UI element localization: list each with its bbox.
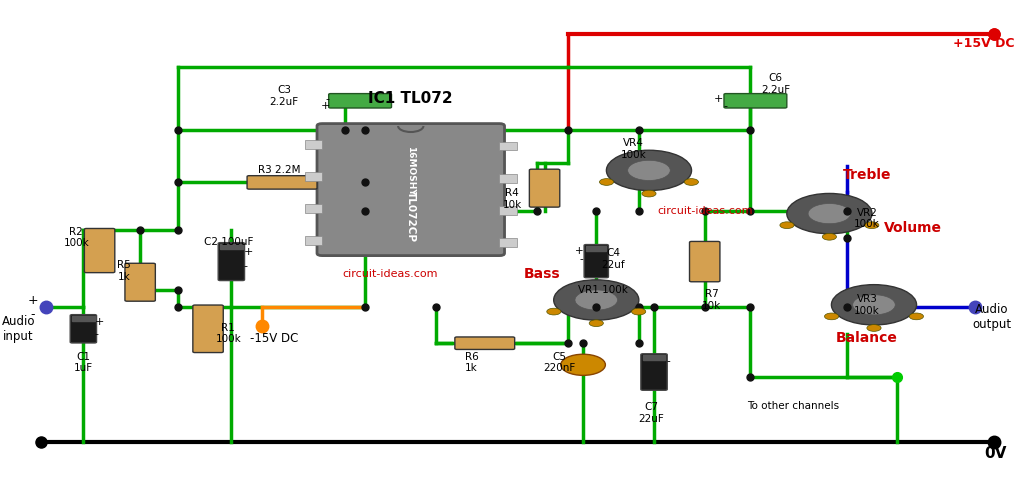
Circle shape — [632, 308, 646, 315]
Bar — [73, 316, 94, 322]
Circle shape — [864, 222, 879, 228]
Text: Treble: Treble — [843, 168, 891, 182]
Text: IC1 TL072: IC1 TL072 — [369, 91, 453, 106]
Text: Balance: Balance — [836, 331, 898, 346]
FancyBboxPatch shape — [724, 94, 786, 108]
Circle shape — [628, 160, 671, 180]
Text: +: + — [574, 246, 583, 256]
Circle shape — [808, 204, 851, 224]
Circle shape — [589, 320, 603, 326]
Text: +: + — [244, 247, 253, 257]
Text: R6
1k: R6 1k — [465, 351, 478, 373]
Bar — [220, 244, 243, 250]
Circle shape — [824, 313, 839, 320]
Text: R5
1k: R5 1k — [117, 260, 131, 282]
Text: C1
1uF: C1 1uF — [74, 351, 93, 373]
Text: -: - — [244, 262, 248, 271]
Circle shape — [554, 280, 639, 320]
FancyBboxPatch shape — [125, 263, 156, 301]
Circle shape — [780, 222, 794, 228]
Circle shape — [561, 354, 605, 375]
Circle shape — [599, 179, 613, 185]
Text: circuit-ideas.com: circuit-ideas.com — [343, 269, 438, 278]
Text: -: - — [94, 329, 98, 338]
FancyBboxPatch shape — [689, 241, 720, 282]
FancyBboxPatch shape — [247, 176, 317, 189]
Bar — [305, 172, 323, 180]
Circle shape — [867, 324, 881, 331]
Text: +: + — [321, 101, 330, 110]
Text: 0V: 0V — [984, 446, 1007, 461]
FancyBboxPatch shape — [71, 315, 96, 343]
Text: VR3
100k: VR3 100k — [854, 294, 880, 316]
Text: -: - — [326, 94, 330, 104]
FancyBboxPatch shape — [641, 354, 668, 390]
Text: +: + — [28, 293, 38, 307]
Text: R4
10k: R4 10k — [503, 189, 522, 210]
Bar — [500, 142, 517, 151]
FancyBboxPatch shape — [584, 245, 608, 277]
Bar — [305, 237, 323, 245]
Text: VR2
100k: VR2 100k — [854, 207, 880, 229]
Circle shape — [786, 193, 872, 234]
Text: C3
2.2uF: C3 2.2uF — [269, 85, 299, 107]
Text: C5
220nF: C5 220nF — [544, 351, 575, 373]
FancyBboxPatch shape — [218, 243, 245, 280]
Bar — [305, 204, 323, 213]
Text: Bass: Bass — [524, 266, 561, 281]
Text: R3 2.2M: R3 2.2M — [258, 166, 300, 175]
Circle shape — [909, 313, 924, 320]
Text: 16MOSHY: 16MOSHY — [407, 145, 416, 195]
Text: -15V DC: -15V DC — [250, 332, 298, 345]
Text: -: - — [723, 101, 727, 110]
Bar — [500, 239, 517, 247]
Text: +: + — [94, 317, 103, 326]
Text: C2 100uF: C2 100uF — [204, 238, 253, 247]
Text: Volume: Volume — [884, 221, 941, 235]
Text: C6
2.2uF: C6 2.2uF — [761, 73, 791, 95]
Text: -: - — [667, 356, 670, 366]
FancyBboxPatch shape — [329, 94, 391, 108]
Text: VR4
100k: VR4 100k — [621, 138, 646, 159]
Text: C7
22uF: C7 22uF — [638, 402, 664, 423]
Text: Audio
output: Audio output — [972, 303, 1011, 331]
Text: TL072CP: TL072CP — [406, 191, 416, 241]
Circle shape — [684, 179, 698, 185]
Text: R7
10k: R7 10k — [702, 289, 722, 311]
Text: +15V DC: +15V DC — [952, 36, 1014, 50]
Circle shape — [547, 308, 561, 315]
Text: Audio
input: Audio input — [2, 315, 35, 343]
Circle shape — [574, 290, 617, 310]
Text: To other channels: To other channels — [746, 401, 839, 410]
FancyBboxPatch shape — [317, 124, 505, 255]
FancyBboxPatch shape — [84, 228, 115, 273]
Bar — [500, 206, 517, 215]
Circle shape — [853, 295, 895, 315]
Bar — [586, 245, 606, 252]
Text: -: - — [31, 308, 35, 321]
Circle shape — [831, 285, 916, 325]
Bar — [500, 174, 517, 182]
FancyBboxPatch shape — [193, 305, 223, 352]
Text: R1
100k: R1 100k — [215, 323, 242, 345]
Text: R2
100k: R2 100k — [63, 227, 89, 249]
Circle shape — [606, 150, 691, 191]
Bar — [643, 355, 666, 360]
Circle shape — [822, 233, 837, 240]
Circle shape — [642, 190, 656, 197]
FancyBboxPatch shape — [455, 337, 515, 349]
Text: VR1 100k: VR1 100k — [579, 286, 629, 295]
Bar — [305, 140, 323, 149]
Text: C4
22uf: C4 22uf — [602, 249, 626, 270]
Text: +: + — [714, 94, 723, 104]
Text: -: - — [580, 254, 583, 264]
FancyBboxPatch shape — [529, 169, 560, 207]
Text: circuit-ideas.com: circuit-ideas.com — [657, 206, 753, 216]
